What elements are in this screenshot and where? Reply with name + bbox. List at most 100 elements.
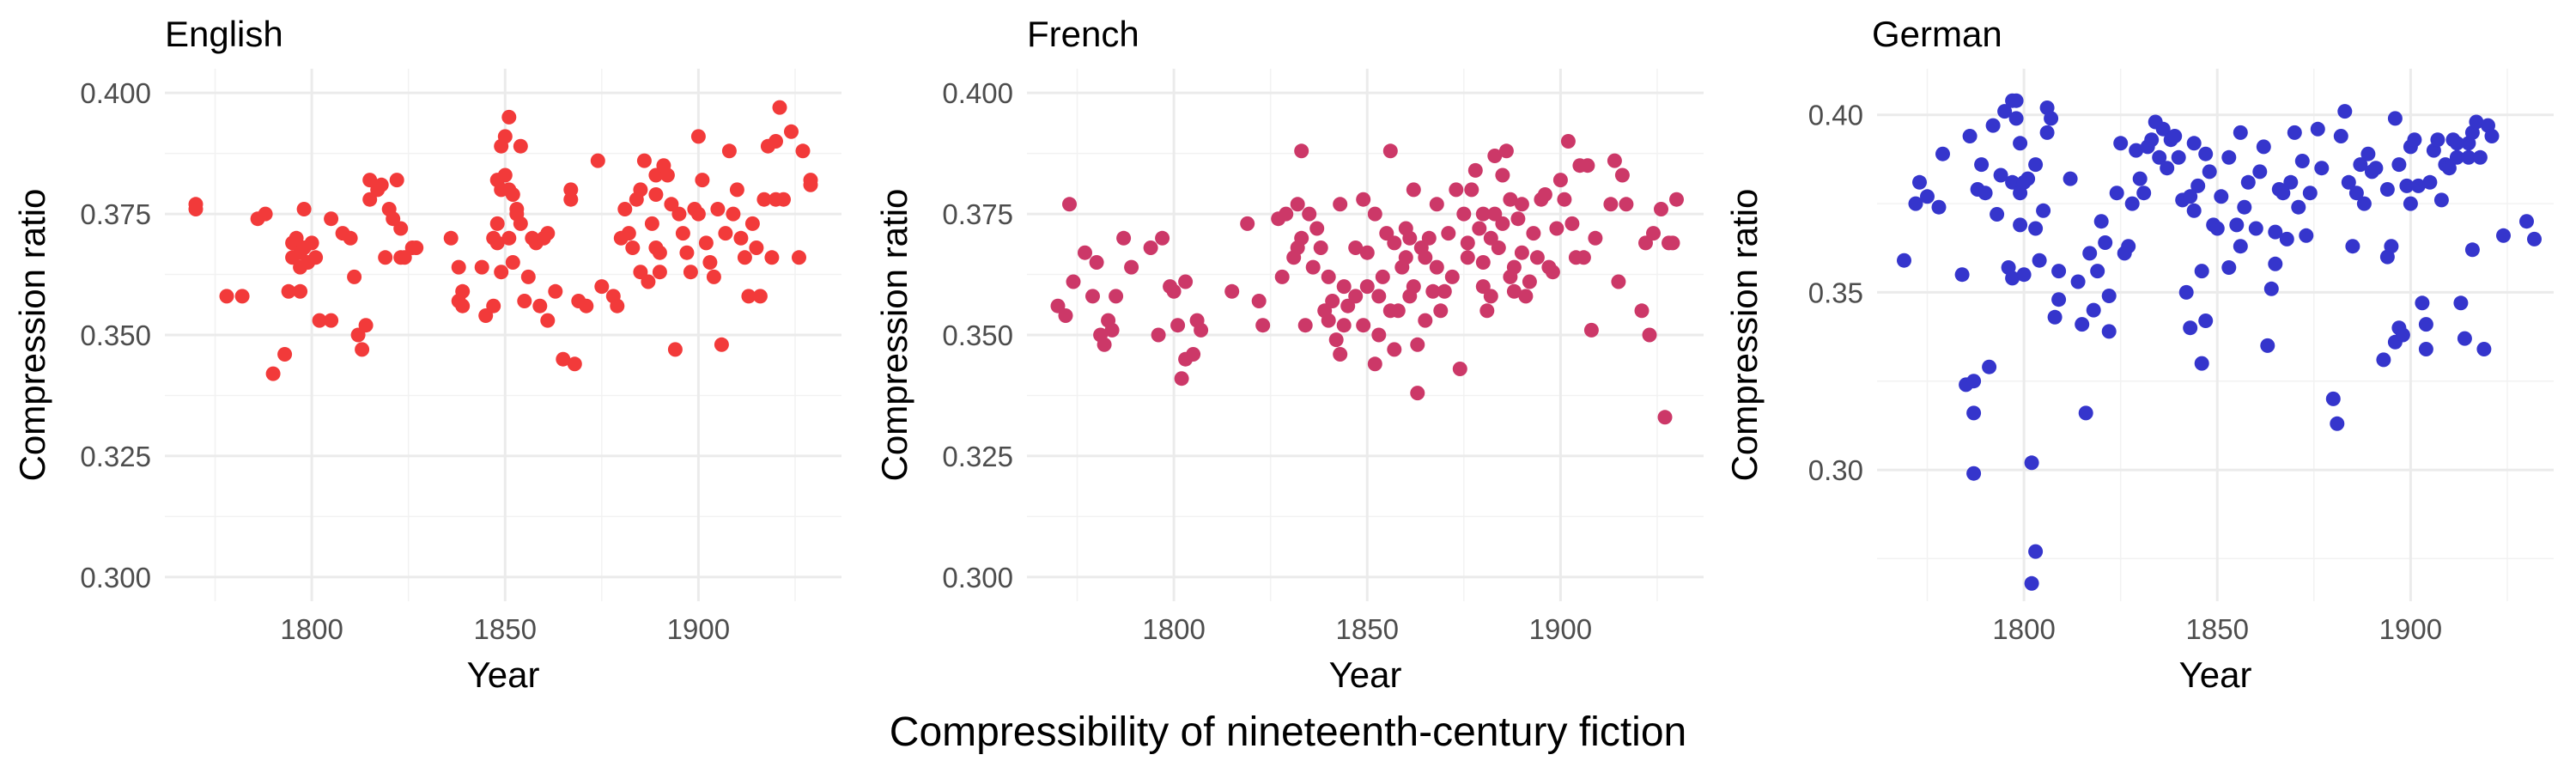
data-point: [2248, 221, 2263, 236]
data-point: [2070, 274, 2086, 289]
data-point: [675, 226, 690, 241]
data-point: [2047, 309, 2063, 325]
data-point: [1966, 405, 1982, 421]
data-point: [532, 298, 548, 313]
data-point: [2469, 114, 2484, 130]
data-point: [1155, 230, 1170, 246]
data-point: [2449, 136, 2464, 151]
data-point: [1406, 182, 1421, 198]
data-point: [293, 283, 308, 299]
data-point: [1418, 313, 1433, 328]
data-point: [2008, 111, 2024, 126]
y-tick-label: 0.40: [1808, 100, 1863, 131]
data-point: [1097, 337, 1112, 352]
data-point: [1985, 118, 2001, 133]
data-point: [2341, 174, 2356, 190]
data-point: [386, 211, 401, 227]
data-point: [683, 265, 698, 280]
data-point: [2032, 253, 2047, 268]
data-point: [2183, 320, 2198, 336]
x-axis-title: Year: [2179, 654, 2252, 695]
data-point: [501, 230, 517, 246]
data-point: [1564, 216, 1580, 231]
data-point: [2268, 256, 2283, 271]
data-point: [1367, 356, 1382, 372]
data-point: [2194, 264, 2209, 279]
data-point: [1522, 274, 1537, 289]
data-point: [2418, 342, 2433, 356]
data-point: [1665, 235, 1680, 251]
data-point: [443, 230, 459, 246]
data-point: [2240, 174, 2256, 190]
data-point: [2496, 228, 2511, 243]
data-point: [1444, 269, 1460, 284]
data-point: [1390, 303, 1406, 319]
panel-french: 1800 1850 1900 0.300 0.325 0.350 0.375 0.400 Fre…: [874, 14, 1704, 695]
data-point: [784, 124, 799, 139]
panel-german: 1800 1850 1900 0.30 0.35 0.40 German Year Compre…: [1724, 14, 2554, 695]
data-point: [505, 187, 520, 202]
x-tick-label: 1800: [1142, 613, 1205, 645]
data-point: [567, 356, 582, 372]
y-tick-label: 0.375: [942, 198, 1013, 230]
data-point: [1116, 230, 1132, 246]
data-point: [1224, 283, 1240, 299]
data-point: [2044, 111, 2059, 126]
data-point: [2464, 242, 2480, 258]
x-tick-label: 1800: [1992, 613, 2055, 645]
data-point: [1425, 283, 1441, 299]
data-point: [1460, 250, 1475, 265]
data-point: [1371, 327, 1387, 343]
data-point: [1387, 342, 1402, 357]
data-point: [1614, 167, 1630, 183]
data-point: [1619, 197, 1634, 212]
data-point: [1552, 173, 1568, 188]
data-point: [2013, 217, 2028, 233]
data-point: [265, 366, 281, 381]
data-point: [667, 342, 683, 357]
data-point: [2415, 295, 2430, 311]
panel-title: English: [165, 14, 283, 54]
data-point: [2410, 178, 2426, 193]
data-point: [540, 313, 556, 328]
data-point: [1514, 245, 1529, 260]
data-point: [671, 206, 687, 222]
x-tick-label: 1900: [2379, 613, 2442, 645]
data-point: [1646, 226, 1661, 241]
data-point: [729, 182, 744, 198]
data-point: [497, 129, 513, 144]
data-point: [664, 197, 679, 212]
y-tick-label: 0.30: [1808, 454, 1863, 486]
data-point: [1418, 250, 1433, 265]
data-point: [2167, 129, 2183, 143]
data-point: [2136, 186, 2152, 201]
data-point: [489, 216, 505, 231]
data-point: [1503, 192, 1518, 207]
data-point: [563, 182, 579, 198]
x-tick-label: 1850: [1336, 613, 1399, 645]
data-point: [2086, 302, 2101, 318]
data-point: [258, 206, 273, 222]
data-point: [1908, 196, 1923, 211]
data-point: [1143, 240, 1158, 255]
data-point: [1174, 371, 1189, 386]
data-point: [1475, 206, 1491, 222]
data-point: [1611, 274, 1626, 289]
data-point: [1359, 279, 1375, 295]
data-point: [2519, 214, 2534, 229]
data-point: [2233, 125, 2248, 140]
data-point: [2005, 271, 2020, 286]
y-tick-label: 0.350: [942, 320, 1013, 351]
data-point: [2186, 136, 2202, 151]
data-point: [1297, 318, 1313, 333]
data-point: [1962, 129, 1978, 143]
data-point: [2449, 149, 2464, 165]
data-point: [652, 245, 667, 260]
data-point: [2430, 132, 2445, 148]
data-point: [1313, 240, 1328, 255]
data-point: [2337, 104, 2353, 119]
data-point: [2016, 267, 2032, 283]
x-tick-label: 1900: [1529, 613, 1592, 645]
data-point: [2345, 239, 2360, 254]
data-point: [769, 134, 783, 149]
